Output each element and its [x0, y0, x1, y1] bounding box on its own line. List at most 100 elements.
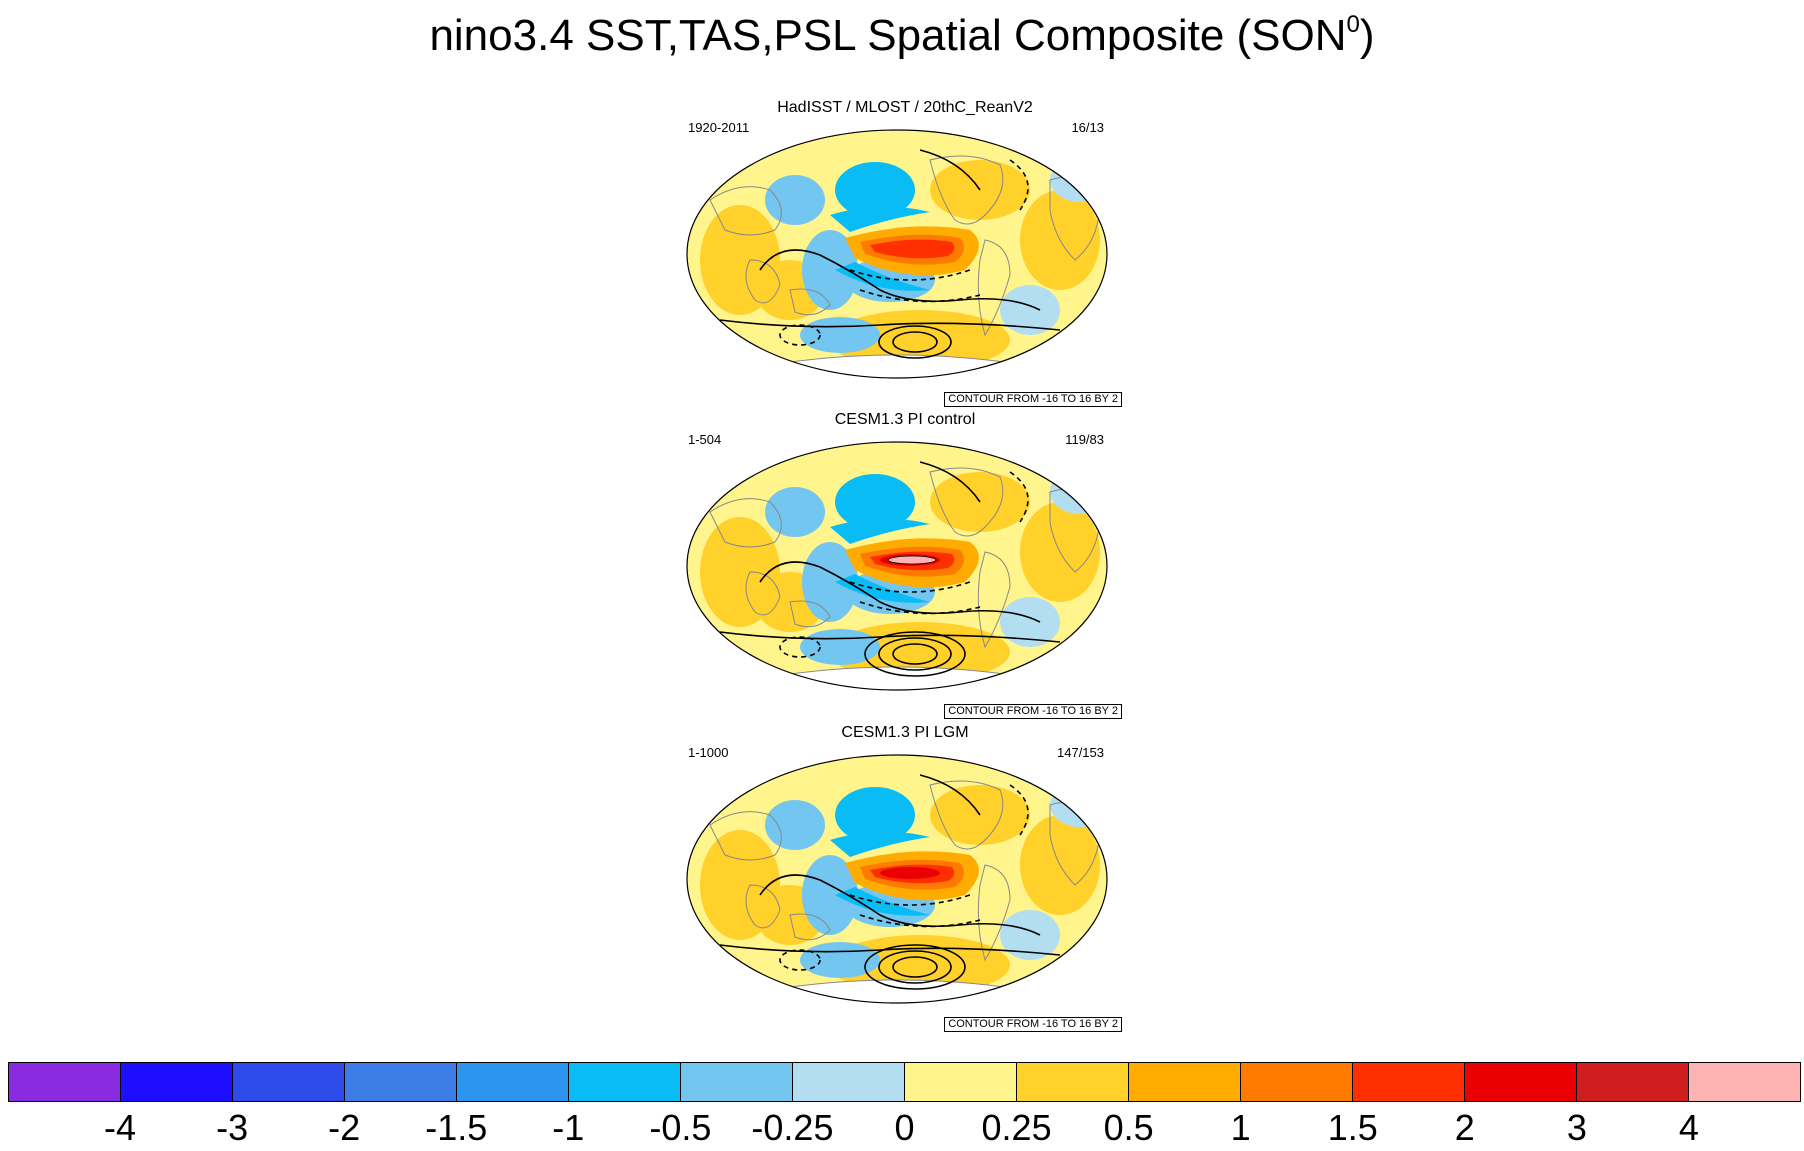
colorbar-label: -1 [552, 1107, 585, 1148]
anomaly-patch [835, 474, 915, 530]
nino-warm-peak [887, 555, 937, 565]
antarctica [769, 354, 1026, 378]
colorbar-box [457, 1063, 569, 1101]
colorbar-box [345, 1063, 457, 1101]
colorbar-label: -3 [216, 1107, 249, 1148]
psl-contour-positive [719, 319, 1061, 331]
colorbar-label: -2 [328, 1107, 361, 1148]
colorbar-box [9, 1063, 121, 1101]
robinson-map [686, 129, 1108, 379]
antarctica [769, 666, 1026, 690]
anomaly-patch [802, 542, 858, 622]
psl-low-ring [779, 949, 821, 971]
psl-contour-positive [719, 631, 1061, 643]
continent-outline [709, 498, 782, 548]
title-text: nino3.4 SST,TAS,PSL Spatial Composite (S… [429, 11, 1347, 60]
anomaly-patch [835, 162, 915, 218]
globe-outline [686, 129, 1108, 379]
cool-horseshoe [830, 206, 930, 232]
colorbar-box [1577, 1063, 1689, 1101]
psl-low-ring [779, 324, 821, 346]
psl-high-ring [892, 956, 938, 978]
psl-contour-negative [1009, 471, 1029, 523]
continent-outline [977, 551, 1011, 649]
globe-outline [686, 754, 1108, 1004]
colorbar-box [1241, 1063, 1353, 1101]
nino-warm-peak [880, 867, 940, 879]
psl-contour-positive [919, 461, 981, 503]
colorbar-box [1689, 1063, 1800, 1101]
psl-contour-negative [859, 601, 981, 615]
colorbar-box [1465, 1063, 1577, 1101]
colorbar [8, 1062, 1801, 1102]
colorbar-box [1129, 1063, 1241, 1101]
cool-horseshoe [835, 887, 930, 916]
anomaly-patch [1000, 910, 1060, 960]
psl-high-ring [878, 637, 952, 671]
continent-outline [745, 884, 781, 929]
continent-outline [977, 239, 1011, 337]
title-superscript: 0 [1346, 11, 1360, 38]
map-panel-1: HadISST / MLOST / 20thC_ReanV2 1920-2011… [680, 98, 1130, 410]
psl-contour-positive [759, 249, 1041, 311]
cool-horseshoe [830, 831, 930, 857]
colorbar-label: -1.5 [425, 1107, 488, 1148]
panel-title: CESM1.3 PI control [834, 411, 976, 428]
psl-contour-negative [849, 894, 971, 906]
psl-contour-negative [859, 289, 981, 303]
colorbar-label: 2 [1454, 1107, 1475, 1148]
psl-contour-positive [919, 774, 981, 816]
colorbar-labels: -4 -3 -2 -1.5 -1 -0.5 -0.25 0 0.25 0.5 1 1.5 2 3 4 [8, 1108, 1801, 1150]
colorbar-box [121, 1063, 233, 1101]
anomaly-patch [1000, 285, 1060, 335]
colorbar-box [569, 1063, 681, 1101]
panel-years: 1-504 [688, 432, 722, 447]
psl-contour-negative [859, 914, 981, 928]
anomaly-patch [835, 787, 915, 843]
globe-outline [686, 441, 1108, 691]
map-panel-2: CESM1.3 PI control 1-504 119/83 CONTOUR … [680, 410, 1130, 722]
panel-title: CESM1.3 PI LGM [841, 724, 969, 741]
colorbar-box [681, 1063, 793, 1101]
figure-title: nino3.4 SST,TAS,PSL Spatial Composite (S… [0, 8, 1804, 64]
psl-contour-negative [1009, 784, 1029, 836]
psl-contour-negative [849, 269, 971, 281]
map-panel-3: CESM1.3 PI LGM 1-1000 147/153 CONTOUR FR… [680, 723, 1130, 1035]
continent-outline [977, 864, 1011, 962]
psl-contour-positive [919, 149, 981, 191]
title-close: ) [1359, 11, 1375, 60]
contour-info: CONTOUR FROM -16 TO 16 BY 2 [944, 1017, 1122, 1032]
psl-high-ring [878, 950, 952, 984]
colorbar-label: 1 [1230, 1107, 1251, 1148]
psl-contour-negative [1009, 159, 1029, 211]
map-layers [687, 755, 1107, 1003]
continent-outline [929, 467, 1004, 537]
panel-counts: 16/13 [1071, 120, 1104, 135]
anomaly-patch [1050, 783, 1107, 827]
colorbar-label: 4 [1678, 1107, 1699, 1148]
colorbar-label: 3 [1566, 1107, 1587, 1148]
psl-high-ring [864, 631, 966, 677]
colorbar-box [905, 1063, 1017, 1101]
continent-outline [929, 780, 1004, 850]
psl-high-ring [864, 944, 966, 990]
colorbar-box [793, 1063, 905, 1101]
cool-horseshoe [835, 574, 930, 603]
continent-outline [709, 186, 782, 236]
robinson-map [686, 441, 1108, 691]
anomaly-patch [800, 317, 880, 353]
continent-outline [745, 571, 781, 616]
colorbar-label: 0.25 [981, 1107, 1052, 1148]
anomaly-patch [1050, 158, 1107, 202]
continent-outline [789, 600, 831, 628]
colorbar-box [1353, 1063, 1465, 1101]
panel-counts: 119/83 [1065, 432, 1104, 447]
contour-info: CONTOUR FROM -16 TO 16 BY 2 [944, 704, 1122, 719]
continent-outline [789, 288, 831, 316]
robinson-map [686, 754, 1108, 1004]
antarctica [769, 979, 1026, 1003]
continent-outline [789, 913, 831, 941]
anomaly-patch [1000, 597, 1060, 647]
psl-high-ring [892, 331, 938, 353]
cool-horseshoe [830, 518, 930, 544]
